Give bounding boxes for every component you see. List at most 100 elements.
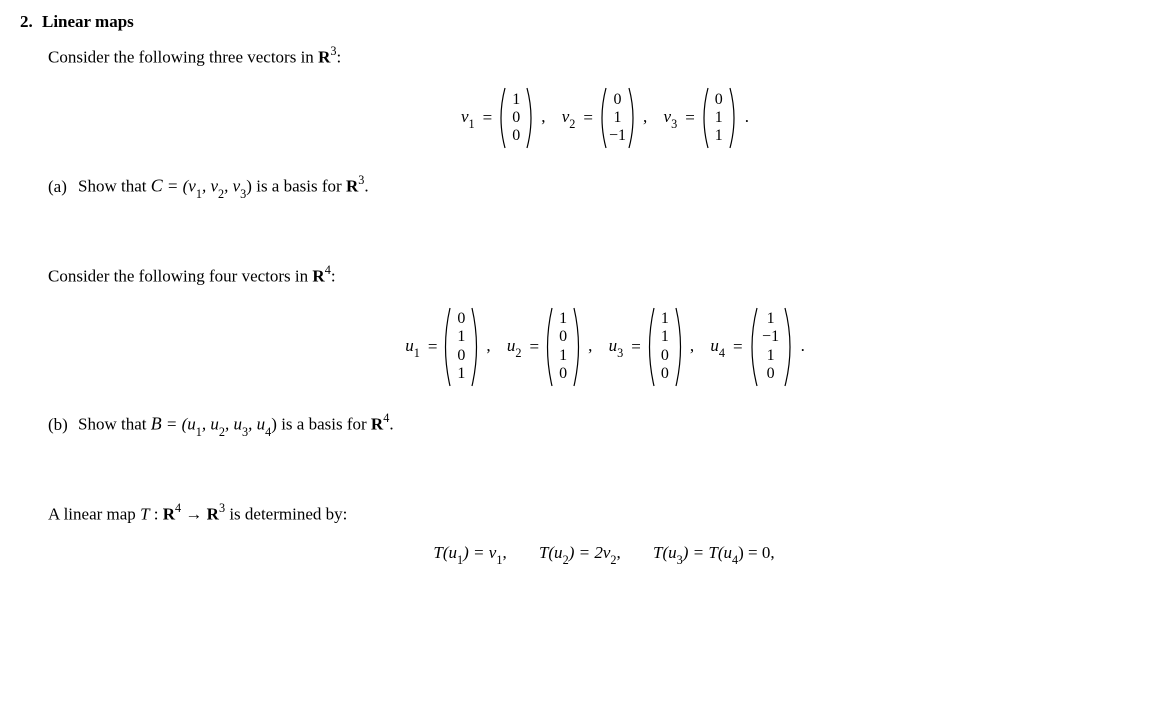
rparen-icon	[728, 87, 739, 149]
c-c2: , v	[224, 177, 240, 196]
u1-letter: u	[405, 336, 414, 355]
map-eq2: T(u2) = 2v2,	[539, 543, 621, 562]
u2-3: 0	[555, 365, 571, 383]
intro-r3-text: Consider the following three vectors in	[48, 47, 318, 66]
intro-r4-text: Consider the following four vectors in	[48, 267, 312, 286]
lparen-icon	[699, 87, 710, 149]
r-symbol-3: R	[312, 267, 324, 286]
b-c3: , u	[248, 415, 265, 434]
v3-group: v3 = 0 1 1	[664, 87, 739, 149]
comma-1: ,	[541, 107, 545, 126]
script-c: C	[151, 176, 163, 196]
b-c2: , u	[225, 415, 242, 434]
v2-sub: 2	[569, 117, 575, 131]
u1-2: 0	[453, 347, 469, 365]
u4-1: −1	[760, 328, 782, 346]
me1s: 1	[457, 553, 463, 567]
v2-group: v2 = 0 1 −1	[562, 87, 638, 149]
rparen-icon	[470, 307, 481, 387]
rparen-icon	[627, 87, 638, 149]
tuple-b-open: = (u	[162, 415, 196, 434]
u3-vec: 1 1 0 0	[645, 307, 685, 387]
r3-exp-2: 3	[358, 173, 364, 187]
u1-3: 1	[453, 365, 469, 383]
map-equations: T(u1) = v1, T(u2) = 2v2, T(u3) = T(u4) =…	[20, 541, 1168, 568]
v3-sub: 3	[671, 117, 677, 131]
eq-u2: =	[530, 335, 540, 359]
r4-exp-3: 4	[175, 501, 181, 515]
v2-vec: 0 1 −1	[597, 87, 638, 149]
lparen-icon	[645, 307, 656, 387]
v1-2: 0	[508, 127, 524, 145]
r3-exp: 3	[330, 44, 336, 58]
part-b-text2: is a basis for	[277, 415, 371, 434]
eq-1: =	[483, 106, 493, 130]
b-s4: 4	[265, 425, 271, 439]
v2-1: 1	[610, 109, 626, 127]
v2-0: 0	[610, 91, 626, 109]
u1-sub: 1	[414, 346, 420, 360]
u1-vec: 0 1 0 1	[441, 307, 481, 387]
r3-exp-3: 3	[219, 501, 225, 515]
problem-number: 2.	[20, 10, 42, 34]
lparen-icon	[543, 307, 554, 387]
u3-0: 1	[657, 310, 673, 328]
lparen-icon	[747, 307, 759, 387]
map-eq3: T(u3) = T(u4) = 0,	[653, 543, 775, 562]
u2-2: 1	[555, 347, 571, 365]
v1-vec: 1 0 0	[496, 87, 536, 149]
v3-1: 1	[711, 109, 727, 127]
script-b: B	[151, 414, 162, 434]
me2s: 2	[563, 553, 569, 567]
u2-vec: 1 0 1 0	[543, 307, 583, 387]
u3-letter: u	[609, 336, 618, 355]
comma-u3: ,	[690, 336, 694, 355]
me1r: ) = v	[463, 543, 496, 562]
r-symbol-2: R	[346, 177, 358, 196]
u3-2: 0	[657, 347, 673, 365]
period-3: .	[801, 336, 805, 355]
v3-vec: 0 1 1	[699, 87, 739, 149]
v1-1: 0	[508, 109, 524, 127]
u3-1: 1	[657, 328, 673, 346]
rparen-icon	[674, 307, 685, 387]
u3-3: 0	[657, 365, 673, 383]
period-2: .	[364, 177, 368, 196]
intro-r3: Consider the following three vectors in …	[48, 44, 1168, 69]
comma-u1: ,	[486, 336, 490, 355]
map-colon: :	[150, 505, 163, 524]
u2-group: u2 = 1 0 1 0	[507, 307, 583, 387]
me3s: 3	[677, 553, 683, 567]
me3r: ) = T(u	[683, 543, 732, 562]
r4-exp-2: 4	[383, 411, 389, 425]
u4-3: 0	[760, 365, 782, 383]
v1-0: 1	[508, 91, 524, 109]
part-a: (a)Show that C = (v1, v2, v3) is a basis…	[48, 173, 1168, 201]
c-s1: 1	[196, 187, 202, 201]
map-eq1: T(u1) = v1,	[433, 543, 506, 562]
u1-1: 1	[453, 328, 469, 346]
map-intro: A linear map T : R4 → R3 is determined b…	[48, 501, 1168, 526]
u1-0: 0	[453, 310, 469, 328]
part-a-label: (a)	[48, 175, 78, 199]
part-a-text2: is a basis for	[252, 177, 346, 196]
me3l: T(u	[653, 543, 677, 562]
b-c1: , u	[202, 415, 219, 434]
v1-letter: v	[461, 107, 469, 126]
eq-u4: =	[733, 335, 743, 359]
u2-1: 0	[555, 328, 571, 346]
part-b-text1: Show that	[78, 415, 151, 434]
u1-group: u1 = 0 1 0 1	[405, 307, 481, 387]
r-symbol: R	[318, 47, 330, 66]
part-b-label: (b)	[48, 413, 78, 437]
eq-3: =	[685, 106, 695, 130]
me2r: ) = 2v	[569, 543, 611, 562]
comma-2: ,	[643, 107, 647, 126]
v3-2: 1	[711, 127, 727, 145]
period-1: .	[745, 107, 749, 126]
c-s2: 2	[218, 187, 224, 201]
part-b: (b)Show that B = (u1, u2, u3, u4) is a b…	[48, 411, 1168, 439]
b-s1: 1	[196, 425, 202, 439]
b-s2: 2	[219, 425, 225, 439]
me1rs: 1	[496, 553, 502, 567]
